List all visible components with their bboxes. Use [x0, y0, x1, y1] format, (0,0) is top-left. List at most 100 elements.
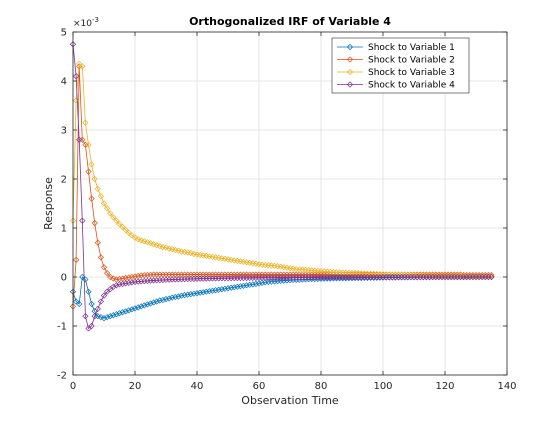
data-point-marker — [128, 306, 135, 313]
plot-frame — [72, 31, 508, 376]
data-point-marker — [153, 242, 160, 249]
data-point-marker — [73, 97, 80, 104]
y-tick-label: 3 — [61, 126, 67, 137]
y-tick-label: 5 — [61, 28, 67, 39]
x-tick-label: 120 — [435, 381, 454, 392]
data-point-marker — [104, 205, 111, 212]
data-point-marker — [184, 291, 191, 298]
data-point-marker — [212, 287, 219, 294]
data-point-marker — [206, 288, 213, 295]
data-point-marker — [249, 281, 256, 288]
data-point-marker — [175, 247, 182, 254]
data-point-marker — [138, 303, 145, 310]
data-point-marker — [169, 294, 176, 301]
data-point-marker — [79, 63, 86, 70]
data-point-marker — [82, 119, 89, 126]
legend: Shock to Variable 1 Shock to Variable 2 Sh… — [331, 37, 470, 94]
data-point-marker — [88, 195, 95, 202]
legend-swatch-marker — [346, 68, 354, 76]
exponent-power: -3 — [92, 16, 99, 24]
data-point-marker — [166, 295, 173, 302]
data-point-marker — [162, 276, 170, 283]
data-point-marker — [128, 232, 135, 239]
data-point-marker — [277, 277, 284, 285]
data-point-marker — [100, 200, 108, 207]
data-point-marker — [125, 279, 132, 286]
y-tick-label: -2 — [57, 371, 67, 382]
data-point-marker — [193, 290, 201, 297]
data-point-marker — [141, 302, 148, 309]
data-point-marker — [128, 279, 135, 286]
data-point-marker — [147, 240, 154, 247]
data-point-marker — [131, 305, 139, 312]
data-point-marker — [166, 276, 173, 283]
legend-label: Shock to Variable 3 — [368, 68, 455, 78]
exponent-base: ×10 — [73, 19, 92, 29]
y-axis-exponent: ×10-3 — [73, 16, 99, 29]
series-line — [72, 63, 492, 277]
data-point-marker — [141, 238, 148, 245]
data-point-marker — [162, 244, 170, 251]
y-tick-label: 1 — [61, 224, 67, 235]
data-point-marker — [119, 223, 126, 231]
data-point-marker — [228, 284, 235, 291]
legend-item-4: Shock to Variable 4 — [337, 81, 455, 91]
data-point-marker — [187, 291, 194, 298]
data-point-marker — [113, 282, 120, 289]
data-point-marker — [82, 276, 89, 283]
data-point-marker — [122, 308, 129, 315]
data-point-marker — [209, 287, 216, 294]
data-point-marker — [138, 272, 145, 279]
x-tick-label: 80 — [315, 381, 328, 392]
data-point-marker — [100, 264, 108, 271]
data-point-marker — [107, 313, 114, 320]
data-point-marker — [283, 277, 290, 284]
data-point-marker — [110, 275, 117, 282]
data-point-marker — [150, 241, 157, 248]
data-point-marker — [97, 314, 104, 321]
data-point-marker — [268, 278, 275, 285]
data-point-marker — [116, 281, 123, 288]
data-point-marker — [131, 278, 139, 285]
y-axis-label: Response — [42, 177, 55, 230]
y-tick-label: -1 — [57, 322, 67, 333]
data-point-marker — [135, 278, 142, 285]
data-point-marker — [73, 73, 80, 80]
data-point-marker — [85, 168, 92, 175]
data-point-marker — [76, 300, 83, 308]
legend-swatch-marker — [346, 81, 354, 88]
data-point-marker — [246, 281, 253, 288]
data-point-marker — [110, 214, 117, 221]
series-4 — [69, 41, 495, 332]
data-point-marker — [190, 290, 197, 297]
data-point-marker — [97, 254, 104, 261]
data-point-marker — [94, 239, 101, 246]
data-point-marker — [200, 289, 207, 296]
x-tick-label: 60 — [253, 381, 266, 392]
data-point-marker — [131, 234, 139, 241]
data-point-marker — [100, 315, 108, 322]
data-point-marker — [156, 297, 163, 304]
data-point-marker — [107, 273, 114, 281]
series-3 — [69, 60, 495, 280]
data-point-marker — [107, 210, 114, 217]
data-point-marker — [150, 277, 157, 284]
data-point-marker — [153, 298, 160, 305]
data-point-marker — [91, 220, 98, 227]
data-point-marker — [175, 293, 182, 300]
data-point-marker — [181, 292, 188, 299]
data-point-marker — [85, 141, 92, 148]
data-point-marker — [76, 60, 83, 67]
data-point-marker — [104, 314, 111, 321]
data-point-marker — [156, 243, 163, 250]
data-point-marker — [252, 280, 259, 287]
legend-item-3: Shock to Variable 3 — [337, 68, 455, 78]
x-tick-label: 100 — [373, 381, 392, 392]
data-point-marker — [85, 288, 92, 295]
data-point-marker — [76, 136, 83, 143]
data-point-marker — [159, 276, 166, 284]
data-point-marker — [144, 277, 151, 285]
data-point-marker — [138, 237, 145, 244]
data-point-marker — [144, 239, 151, 246]
